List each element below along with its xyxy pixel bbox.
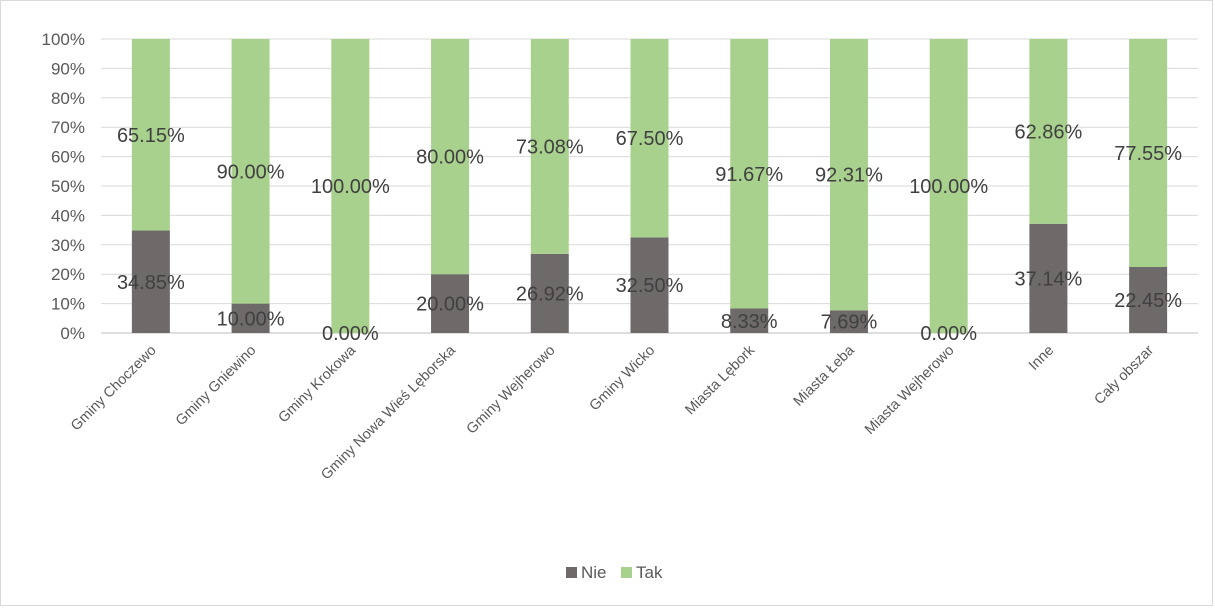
bar-segment-nie: [530, 253, 569, 333]
data-label-tak: 92.31%: [815, 165, 883, 187]
category-label: Gminy Wicko: [587, 343, 659, 415]
data-label-nie: 10.00%: [217, 308, 285, 330]
bar-segment-nie: [730, 308, 769, 333]
bar-segment-nie: [231, 303, 270, 333]
data-label-nie: 26.92%: [516, 283, 584, 305]
y-tick-label: 40%: [51, 206, 85, 225]
bar-segment-nie: [1029, 223, 1068, 333]
legend-label-nie: Nie: [581, 563, 607, 582]
y-tick-label: 80%: [51, 89, 85, 108]
data-label-tak: 73.08%: [516, 136, 584, 158]
data-label-nie: 7.69%: [821, 312, 878, 334]
data-label-tak: 91.67%: [715, 164, 783, 186]
data-labels: 34.85% 65.15% 10.00% 90.00% 0.00% 100.00% 20.0…: [117, 121, 1182, 345]
category-label: Cały obszar: [1092, 342, 1158, 408]
category-label: Inne: [1026, 343, 1057, 374]
bar-segment-tak: [1129, 39, 1168, 267]
bar-segment-tak: [131, 39, 170, 231]
category-label: Gminy Choczewo: [68, 343, 160, 435]
data-label-nie: 37.14%: [1014, 268, 1082, 290]
bar-segment-nie: [1129, 266, 1168, 333]
y-tick-label: 0%: [60, 324, 85, 343]
legend-swatch-tak: [621, 567, 632, 578]
data-label-tak: 77.55%: [1114, 143, 1182, 165]
bar-segment-nie: [829, 310, 868, 333]
bar-segment-tak: [730, 39, 769, 309]
data-label-nie: 20.00%: [416, 294, 484, 316]
data-label-nie: 34.85%: [117, 272, 185, 294]
legend: Nie Tak: [566, 563, 663, 582]
data-label-tak: 100.00%: [311, 176, 390, 198]
data-label-nie: 32.50%: [616, 275, 684, 297]
data-label-nie: 8.33%: [721, 311, 778, 333]
data-label-nie: 0.00%: [920, 323, 977, 345]
category-label: Miasta Łeba: [791, 342, 859, 410]
y-tick-label: 90%: [51, 59, 85, 78]
bar-segment-tak: [530, 39, 569, 254]
y-tick-label: 70%: [51, 118, 85, 137]
category-label: Gminy Krokowa: [275, 342, 359, 426]
legend-label-tak: Tak: [636, 563, 663, 582]
y-tick-label: 100%: [42, 30, 85, 49]
bar-segment-tak: [231, 39, 270, 304]
y-tick-label: 30%: [51, 236, 85, 255]
category-label: Gminy Wejherowo: [464, 343, 559, 438]
legend-swatch-nie: [566, 567, 577, 578]
y-tick-label: 10%: [51, 295, 85, 314]
y-tick-label: 60%: [51, 148, 85, 167]
data-label-tak: 90.00%: [217, 161, 285, 183]
bar-segment-tak: [630, 39, 669, 238]
data-label-tak: 100.00%: [909, 176, 988, 198]
category-label: Miasta Wejherowo: [862, 343, 957, 438]
data-label-tak: 65.15%: [117, 125, 185, 147]
y-axis: 0% 10% 20% 30% 40% 50% 60% 70% 80% 90% 100%: [42, 30, 85, 343]
y-tick-label: 50%: [51, 177, 85, 196]
data-label-tak: 67.50%: [616, 128, 684, 150]
data-label-nie: 0.00%: [322, 323, 379, 345]
data-label-tak: 62.86%: [1014, 121, 1082, 143]
data-label-nie: 22.45%: [1114, 290, 1182, 312]
y-tick-label: 20%: [51, 265, 85, 284]
bars: [131, 39, 1168, 333]
bar-segment-tak: [929, 39, 968, 333]
data-label-tak: 80.00%: [416, 147, 484, 169]
category-label: Gminy Gniewino: [173, 343, 260, 430]
bar-segment-tak: [431, 39, 470, 275]
bar-segment-nie: [431, 274, 470, 333]
bar-segment-tak: [1029, 39, 1068, 224]
bar-segment-tak: [331, 39, 370, 333]
bar-segment-nie: [630, 237, 669, 333]
bar-segment-tak: [829, 39, 868, 311]
x-axis: Gminy Choczewo Gminy Gniewino Gminy Krokow…: [68, 342, 1157, 483]
bar-segment-nie: [131, 230, 170, 333]
category-label: Miasta Lębork: [682, 342, 758, 418]
